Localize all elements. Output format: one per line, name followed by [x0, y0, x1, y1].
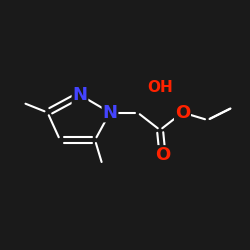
Text: N: N [102, 104, 118, 122]
Text: O: O [155, 146, 170, 164]
Text: N: N [72, 86, 88, 104]
Text: O: O [175, 104, 190, 122]
Text: OH: OH [148, 80, 173, 95]
